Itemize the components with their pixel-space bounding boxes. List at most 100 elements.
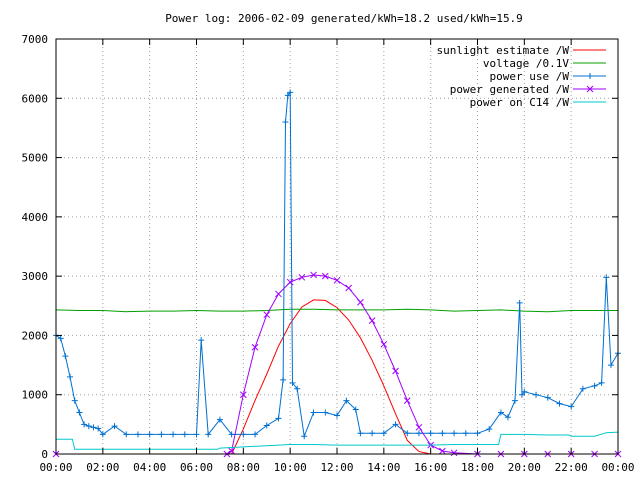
data-point	[352, 406, 359, 413]
y-axis: 0 1000 2000 3000 4000 5000 6000 7000	[22, 33, 618, 461]
data-point	[170, 431, 177, 438]
data-point	[607, 362, 614, 369]
data-point	[95, 425, 102, 432]
x-tick-label: 16:00	[414, 461, 447, 474]
data-point	[357, 430, 364, 437]
data-point	[321, 272, 329, 280]
data-point	[380, 430, 387, 437]
y-tick-label: 1000	[22, 389, 49, 402]
data-point	[516, 299, 523, 306]
data-point	[181, 431, 188, 438]
data-point	[123, 431, 130, 438]
data-point	[369, 430, 376, 437]
data-point	[533, 391, 540, 398]
x-tick-label: 22:00	[555, 461, 588, 474]
data-point	[504, 414, 511, 421]
data-point	[228, 431, 235, 438]
data-point	[205, 431, 212, 438]
data-point	[544, 394, 551, 401]
data-point	[57, 335, 64, 342]
data-point	[298, 273, 306, 281]
data-point	[404, 430, 411, 437]
data-point	[287, 89, 294, 96]
data-point	[403, 397, 411, 404]
data-point	[368, 317, 376, 324]
data-point	[450, 449, 458, 457]
data-point	[392, 367, 399, 375]
data-point	[99, 431, 106, 438]
data-point	[158, 431, 165, 438]
data-point	[415, 430, 422, 437]
data-point	[310, 271, 317, 279]
plot-area	[52, 89, 622, 458]
series-line	[55, 308, 618, 313]
data-point	[263, 422, 270, 429]
x-tick-label: 00:00	[39, 461, 72, 474]
series-line	[56, 431, 619, 450]
data-point	[240, 431, 247, 438]
data-point	[198, 337, 205, 344]
x-axis: 00:00 02:00 04:00 06:00 08:00 10:00 12:00 14:00…	[39, 39, 635, 474]
data-point	[415, 423, 423, 431]
data-point	[357, 298, 364, 306]
x-tick-label: 20:00	[508, 461, 541, 474]
data-point	[579, 385, 586, 392]
data-point	[511, 397, 518, 404]
data-point	[591, 382, 598, 389]
data-point	[334, 412, 340, 419]
data-point	[568, 403, 575, 410]
y-tick-label: 3000	[22, 270, 49, 283]
data-point	[71, 397, 78, 404]
legend-label: power use /W	[490, 70, 570, 83]
data-point	[67, 373, 74, 380]
data-point	[90, 424, 97, 431]
series-4	[56, 431, 619, 450]
data-point	[76, 409, 83, 416]
legend-label: power generated /W	[450, 83, 570, 96]
series-line	[231, 299, 431, 455]
series-2	[53, 89, 621, 440]
data-point	[216, 416, 223, 423]
data-point	[280, 376, 287, 383]
data-point	[486, 426, 493, 433]
data-point	[345, 284, 353, 292]
data-point	[462, 430, 469, 437]
series-1	[55, 308, 618, 313]
data-point	[289, 379, 296, 386]
data-point	[294, 385, 301, 392]
legend-label: sunlight estimate /W	[437, 44, 570, 57]
x-tick-label: 04:00	[133, 461, 166, 474]
x-tick-label: 00:00	[601, 461, 634, 474]
y-tick-label: 6000	[22, 92, 49, 105]
data-point	[451, 430, 458, 437]
legend-marker	[587, 73, 593, 79]
data-point	[275, 290, 282, 298]
data-point	[134, 431, 141, 438]
data-point	[392, 421, 399, 428]
chart-title: Power log: 2006-02-09 generated/kWh=18.2…	[165, 12, 523, 25]
data-point	[193, 431, 200, 438]
x-tick-label: 14:00	[367, 461, 400, 474]
data-point	[286, 278, 294, 286]
legend-label: power on C14 /W	[470, 96, 570, 109]
data-point	[603, 274, 610, 281]
data-point	[343, 397, 350, 404]
data-point	[111, 423, 118, 430]
data-point	[146, 431, 153, 438]
data-point	[81, 421, 88, 428]
y-tick-label: 0	[41, 448, 48, 461]
data-point	[239, 391, 247, 399]
y-tick-label: 4000	[22, 211, 49, 224]
data-point	[310, 409, 317, 416]
data-point	[252, 431, 259, 438]
data-point	[439, 430, 446, 437]
legend-marker	[586, 85, 594, 93]
series-0	[231, 299, 431, 455]
x-tick-label: 02:00	[86, 461, 119, 474]
data-point	[439, 447, 446, 455]
y-tick-label: 5000	[22, 152, 49, 165]
legend-label: voltage /0.1V	[483, 57, 569, 70]
y-tick-label: 7000	[22, 33, 49, 46]
